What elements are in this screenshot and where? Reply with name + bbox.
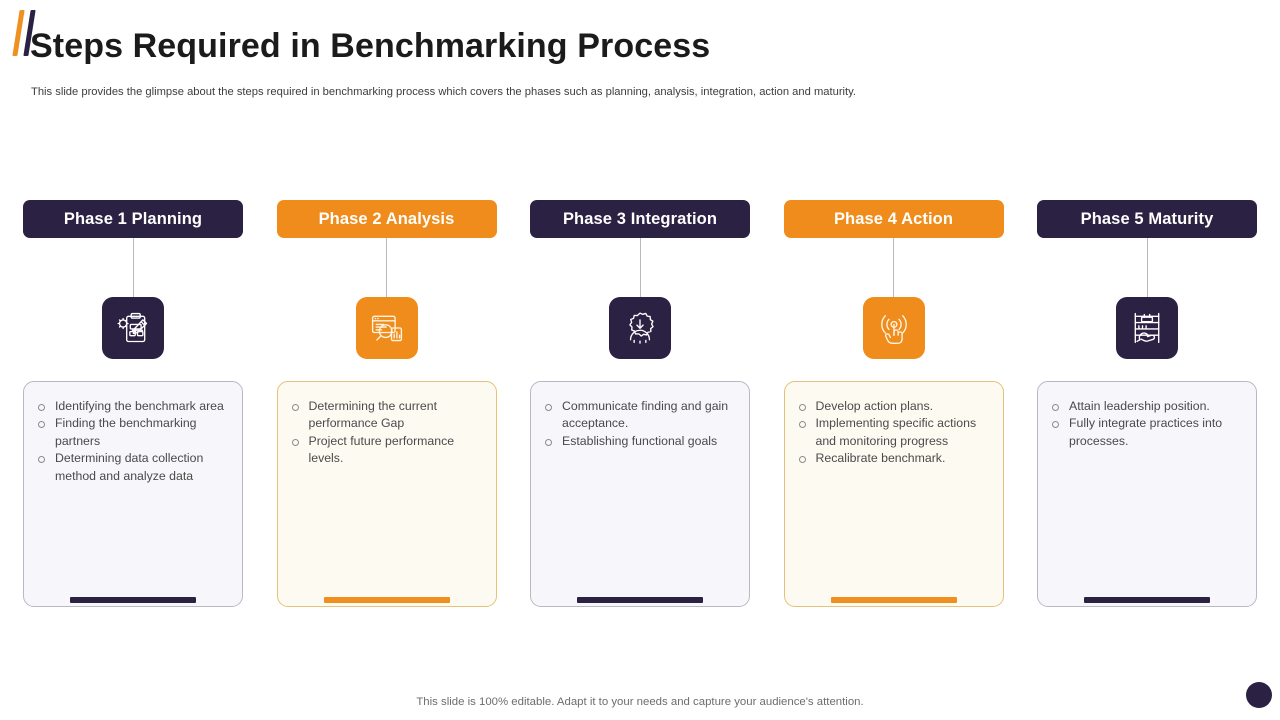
phase-column-4: Phase 4 Action Develop action plans <box>783 200 1004 607</box>
connector-line-4 <box>893 238 894 298</box>
phase-header-1[interactable]: Phase 1 Planning <box>23 200 243 238</box>
phase-body-card-2: Determining the current performance Gap … <box>276 381 497 607</box>
list-item: Determining the current performance Gap <box>288 398 486 433</box>
card-accent-bar-4 <box>830 597 957 603</box>
phase-column-5: Phase 5 Maturity <box>1037 200 1257 607</box>
phase-column-3: Phase 3 Integration Communicate finding … <box>530 200 750 607</box>
list-item: Finding the benchmarking partners <box>34 415 232 450</box>
list-item: Project future performance levels. <box>288 433 486 468</box>
phase-body-card-4: Develop action plans. Implementing speci… <box>783 381 1004 607</box>
phase-body-card-3: Communicate finding and gain acceptance.… <box>530 381 750 607</box>
list-item: Determining data collection method and a… <box>34 450 232 485</box>
page-subtitle: This slide provides the glimpse about th… <box>31 86 857 98</box>
hand-structure-icon <box>1129 310 1165 346</box>
accent-bar-orange <box>12 10 25 56</box>
list-item: Recalibrate benchmark. <box>795 450 993 467</box>
connector-line-2 <box>386 238 387 298</box>
phase-body-card-5: Attain leadership position. Fully integr… <box>1037 381 1257 607</box>
clipboard-gear-icon <box>115 310 151 346</box>
phase-icon-tile-4[interactable] <box>862 297 925 359</box>
phase-icon-tile-5[interactable] <box>1116 297 1178 359</box>
connector-line-1 <box>132 238 134 298</box>
card-accent-bar-3 <box>577 597 703 603</box>
list-item: Establishing functional goals <box>541 433 739 450</box>
page-title: Steps Required in Benchmarking Process <box>30 27 711 65</box>
bullet-list-3: Communicate finding and gain acceptance.… <box>541 398 739 450</box>
corner-decoration-dot <box>1246 682 1272 708</box>
connector-line-5 <box>1146 238 1148 298</box>
list-item: Communicate finding and gain acceptance. <box>541 398 739 433</box>
connector-line-3 <box>639 238 641 298</box>
list-item: Attain leadership position. <box>1048 398 1246 415</box>
phase-body-card-1: Identifying the benchmark area Finding t… <box>23 381 243 607</box>
phase-header-3[interactable]: Phase 3 Integration <box>530 200 750 238</box>
bullet-list-4: Develop action plans. Implementing speci… <box>795 398 993 468</box>
list-item: Implementing specific actions and monito… <box>795 415 993 450</box>
phase-icon-tile-3[interactable] <box>609 297 671 359</box>
list-item: Develop action plans. <box>795 398 993 415</box>
gear-download-icon <box>622 310 658 346</box>
bullet-list-1: Identifying the benchmark area Finding t… <box>34 398 232 485</box>
phase-header-5[interactable]: Phase 5 Maturity <box>1037 200 1257 238</box>
phase-column-1: Phase 1 Planning <box>23 200 243 607</box>
magnifier-chart-icon <box>369 310 405 346</box>
phase-icon-tile-1[interactable] <box>102 297 164 359</box>
bullet-list-5: Attain leadership position. Fully integr… <box>1048 398 1246 450</box>
card-accent-bar-2 <box>323 597 450 603</box>
list-item: Identifying the benchmark area <box>34 398 232 415</box>
hand-tap-ripple-icon <box>876 310 912 346</box>
card-accent-bar-1 <box>70 597 196 603</box>
phase-header-2[interactable]: Phase 2 Analysis <box>276 200 497 238</box>
phase-icon-tile-2[interactable] <box>355 297 418 359</box>
phase-columns: Phase 1 Planning <box>23 200 1257 607</box>
bullet-list-2: Determining the current performance Gap … <box>288 398 486 468</box>
phase-column-2: Phase 2 Analysis <box>276 200 497 607</box>
list-item: Fully integrate practices into processes… <box>1048 415 1246 450</box>
footer-note: This slide is 100% editable. Adapt it to… <box>416 696 864 708</box>
card-accent-bar-5 <box>1084 597 1210 603</box>
phase-header-4[interactable]: Phase 4 Action <box>783 200 1004 238</box>
